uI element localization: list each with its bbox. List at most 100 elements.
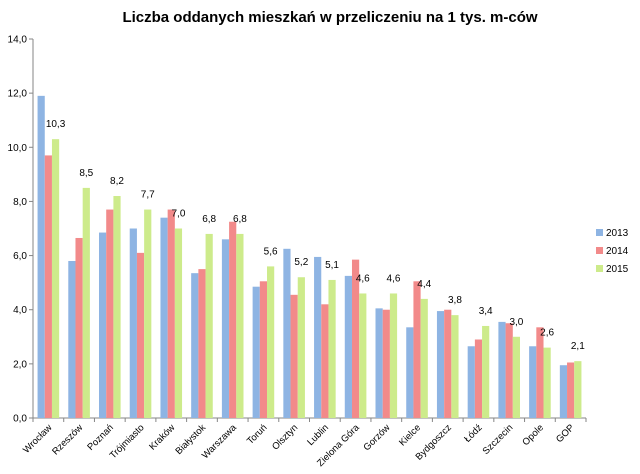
data-label-2015: 2,6 [540, 328, 554, 339]
bar-2015 [51, 139, 60, 418]
bar-2015 [236, 233, 244, 418]
data-label-2015: 5,1 [325, 260, 339, 271]
x-category-label: Olsztyn [270, 422, 300, 452]
data-label-2015: 3,4 [479, 306, 493, 317]
bar-2013 [344, 275, 352, 418]
data-label-2015: 3,8 [448, 295, 462, 306]
bar-2015 [174, 228, 183, 418]
x-category-label: Lublin [305, 422, 331, 448]
x-category-label: Kielce [397, 422, 423, 448]
bar-2013 [283, 248, 291, 418]
bar-2013 [314, 256, 322, 418]
legend-swatch [596, 265, 603, 272]
legend-swatch [596, 229, 603, 236]
bar-2015 [482, 325, 490, 418]
bar-2015 [420, 298, 428, 418]
chart-title: Liczba oddanych mieszkań w przeliczeniu … [122, 9, 537, 26]
y-tick-label: 8,0 [13, 197, 27, 208]
data-label-2015: 8,2 [110, 176, 124, 187]
bar-2014 [413, 281, 421, 418]
x-category-label: Toruń [245, 422, 270, 447]
y-tick-label: 6,0 [13, 251, 27, 262]
bar-2013 [467, 346, 475, 418]
legend-label: 2013 [606, 228, 629, 239]
y-tick-label: 12,0 [8, 89, 28, 100]
data-label-2015: 7,7 [141, 190, 155, 201]
x-category-label: Warszawa [200, 422, 239, 461]
data-label-2015: 4,6 [356, 273, 370, 284]
bar-2014 [44, 155, 52, 418]
bar-2015 [82, 187, 90, 418]
bar-2013 [160, 217, 168, 418]
legend-label: 2015 [606, 264, 629, 275]
bar-2014 [536, 327, 544, 418]
data-label-2015: 6,8 [233, 214, 247, 225]
bar-2013 [99, 232, 107, 418]
data-label-2015: 3,0 [509, 317, 523, 328]
bar-2014 [75, 237, 83, 418]
x-category-label: Rzeszów [50, 422, 85, 457]
bar-2013 [529, 346, 537, 418]
data-label-2015: 5,6 [264, 246, 278, 257]
bar-2014 [321, 304, 329, 418]
bar-2013 [191, 273, 199, 418]
bar-2013 [406, 327, 414, 418]
bar-2013 [221, 239, 230, 418]
bar-2014 [444, 309, 452, 418]
bar-2014 [259, 281, 268, 418]
bar-2015 [297, 277, 305, 418]
bar-2013 [37, 95, 45, 418]
bar-2013 [252, 286, 260, 418]
bar-2015 [389, 293, 398, 418]
bar-2015 [451, 315, 459, 418]
y-tick-label: 0,0 [13, 414, 27, 425]
bar-2013 [375, 308, 383, 418]
x-category-label: Kraków [147, 422, 177, 452]
bar-2013 [559, 365, 568, 418]
bars [37, 95, 582, 418]
x-category-label: Poznań [85, 422, 116, 453]
x-category-label: Gorzów [362, 422, 393, 453]
data-labels: 10,3 8,5 8,2 7,7 7,0 6,8 6,8 5,6 5,2 5,1 4,6 4,6 4,4… [46, 119, 585, 352]
bar-2014 [505, 323, 513, 418]
x-category-label: Szczecin [481, 422, 516, 457]
data-label-2015: 6,8 [202, 214, 216, 225]
bar-2015 [359, 293, 367, 418]
bar-2015 [543, 347, 551, 418]
bar-2015 [574, 361, 582, 418]
y-tick-label: 4,0 [13, 305, 27, 316]
bar-2015 [144, 209, 152, 418]
bar-2014 [198, 269, 206, 418]
bar-2014 [382, 309, 390, 418]
y-tick-label: 10,0 [8, 143, 28, 154]
bar-2015 [113, 196, 121, 418]
bar-2013 [498, 321, 506, 418]
data-label-2015: 5,2 [294, 257, 308, 268]
x-category-label: Wrocław [21, 422, 55, 456]
data-label-2015: 7,0 [171, 209, 185, 220]
legend-label: 2014 [606, 246, 629, 257]
data-label-2015: 2,1 [571, 341, 585, 352]
bar-2014 [474, 339, 483, 418]
legend: 2013 2014 2015 [596, 228, 629, 275]
bar-2013 [129, 228, 137, 418]
bar-2014 [136, 252, 145, 418]
legend-swatch [596, 247, 603, 254]
bar-2014 [229, 221, 237, 418]
data-label-2015: 8,5 [79, 168, 93, 179]
bar-2014 [290, 294, 298, 418]
bar-2015 [328, 279, 336, 418]
bar-2015 [512, 336, 520, 418]
y-tick-label: 14,0 [8, 35, 28, 46]
bar-2014 [106, 209, 114, 418]
data-label-2015: 4,6 [387, 273, 401, 284]
x-category-label: GOP [554, 422, 577, 445]
x-category-label: Opole [520, 422, 546, 448]
bar-2015 [205, 233, 213, 418]
y-tick-label: 2,0 [13, 359, 27, 370]
axes: 0,0 2,0 4,0 6,0 8,0 10,0 12,0 14,0 [8, 35, 587, 425]
bar-2015 [267, 266, 275, 418]
